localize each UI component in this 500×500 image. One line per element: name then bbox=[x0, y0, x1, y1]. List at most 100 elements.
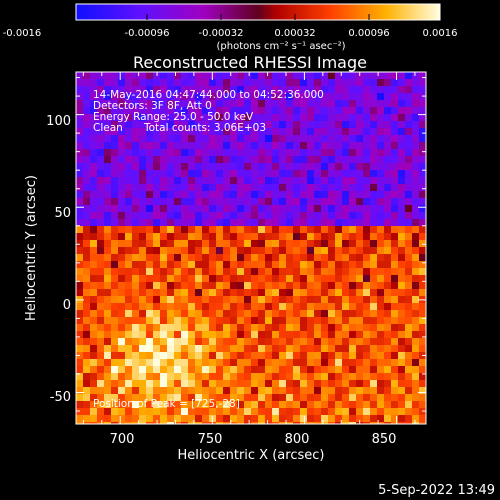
heatmap-cell bbox=[195, 254, 203, 262]
heatmap-cell bbox=[272, 233, 280, 241]
heatmap-cell bbox=[335, 247, 343, 255]
heatmap-cell bbox=[349, 254, 357, 262]
heatmap-cell bbox=[90, 247, 98, 255]
heatmap-cell bbox=[83, 219, 91, 227]
heatmap-cell bbox=[258, 366, 266, 374]
heatmap-cell bbox=[111, 142, 119, 150]
heatmap-cell bbox=[97, 289, 105, 297]
heatmap-cell bbox=[293, 422, 301, 424]
heatmap-cell bbox=[272, 107, 280, 115]
heatmap-cell bbox=[146, 205, 154, 213]
heatmap-cell bbox=[314, 254, 322, 262]
heatmap-cell bbox=[181, 198, 189, 206]
heatmap-cell bbox=[174, 317, 182, 325]
heatmap-cell bbox=[321, 359, 329, 367]
heatmap-cell bbox=[391, 387, 399, 395]
heatmap-cell bbox=[209, 268, 217, 276]
heatmap-cell bbox=[97, 373, 105, 381]
heatmap-cell bbox=[230, 219, 238, 227]
heatmap-cell bbox=[356, 114, 364, 122]
heatmap-cell bbox=[384, 184, 392, 192]
heatmap-cell bbox=[363, 212, 371, 220]
heatmap-cell bbox=[181, 86, 189, 94]
heatmap-cell bbox=[412, 359, 420, 367]
heatmap-cell bbox=[146, 345, 154, 353]
heatmap-cell bbox=[412, 86, 420, 94]
heatmap-cell bbox=[265, 149, 273, 157]
heatmap-cell bbox=[237, 422, 245, 424]
heatmap-cell bbox=[216, 128, 224, 136]
heatmap-cell bbox=[314, 205, 322, 213]
heatmap-cell bbox=[384, 303, 392, 311]
heatmap-cell bbox=[181, 303, 189, 311]
heatmap-cell bbox=[76, 93, 84, 101]
heatmap-cell bbox=[174, 142, 182, 150]
heatmap-cell bbox=[181, 170, 189, 178]
heatmap-cell bbox=[398, 198, 406, 206]
heatmap-cell bbox=[272, 240, 280, 248]
heatmap-cell bbox=[356, 289, 364, 297]
heatmap-cell bbox=[328, 149, 336, 157]
plot-frame bbox=[75, 71, 427, 425]
heatmap-cell bbox=[132, 72, 140, 80]
heatmap-cell bbox=[104, 345, 112, 353]
heatmap-cell bbox=[111, 387, 119, 395]
heatmap-cell bbox=[293, 198, 301, 206]
heatmap-cell bbox=[118, 352, 126, 360]
heatmap-cell bbox=[139, 226, 147, 234]
heatmap-cell bbox=[97, 247, 105, 255]
heatmap-cell bbox=[356, 261, 364, 269]
heatmap-cell bbox=[279, 121, 287, 129]
heatmap-cell bbox=[335, 135, 343, 143]
heatmap-cell bbox=[139, 387, 147, 395]
heatmap-cell bbox=[265, 373, 273, 381]
heatmap-cell bbox=[314, 366, 322, 374]
heatmap-cell bbox=[167, 128, 175, 136]
heatmap-cell bbox=[279, 387, 287, 395]
heatmap-cell bbox=[132, 310, 140, 318]
heatmap-cell bbox=[412, 366, 420, 374]
heatmap-cell bbox=[188, 338, 196, 346]
heatmap-cell bbox=[293, 394, 301, 402]
heatmap-cell bbox=[132, 240, 140, 248]
heatmap-cell bbox=[181, 387, 189, 395]
heatmap-cell bbox=[279, 163, 287, 171]
heatmap-cell bbox=[181, 345, 189, 353]
heatmap-cell bbox=[356, 282, 364, 290]
heatmap-cell bbox=[97, 86, 105, 94]
heatmap-cell bbox=[321, 296, 329, 304]
heatmap-cell bbox=[279, 345, 287, 353]
heatmap-cell bbox=[321, 247, 329, 255]
heatmap-cell bbox=[363, 275, 371, 283]
heatmap-cell bbox=[146, 289, 154, 297]
heatmap-cell bbox=[132, 254, 140, 262]
heatmap-cell bbox=[90, 114, 98, 122]
heatmap-cell bbox=[167, 170, 175, 178]
heatmap-cell bbox=[349, 156, 357, 164]
heatmap-cell bbox=[132, 128, 140, 136]
heatmap-cell bbox=[384, 296, 392, 304]
heatmap-cell bbox=[286, 247, 294, 255]
heatmap-cell bbox=[391, 233, 399, 241]
heatmap-cell bbox=[384, 240, 392, 248]
heatmap-cell bbox=[83, 268, 91, 276]
heatmap-cell bbox=[132, 317, 140, 325]
heatmap-cell bbox=[258, 394, 266, 402]
heatmap-cell bbox=[132, 275, 140, 283]
annotation-time-range: 14-May-2016 04:47:44.000 to 04:52:36.000 bbox=[93, 89, 324, 101]
heatmap-cell bbox=[216, 72, 224, 80]
heatmap-cell bbox=[419, 289, 426, 297]
heatmap-cell bbox=[286, 324, 294, 332]
heatmap-cell bbox=[391, 275, 399, 283]
heatmap-cell bbox=[370, 394, 378, 402]
heatmap-cell bbox=[118, 247, 126, 255]
heatmap-cell bbox=[328, 296, 336, 304]
heatmap-cell bbox=[265, 275, 273, 283]
heatmap-cell bbox=[405, 331, 413, 339]
heatmap-cell bbox=[356, 240, 364, 248]
heatmap-cell bbox=[335, 401, 343, 409]
heatmap-cell bbox=[125, 121, 133, 129]
heatmap-cell bbox=[97, 121, 105, 129]
heatmap-cell bbox=[76, 79, 84, 87]
heatmap-cell bbox=[202, 233, 210, 241]
